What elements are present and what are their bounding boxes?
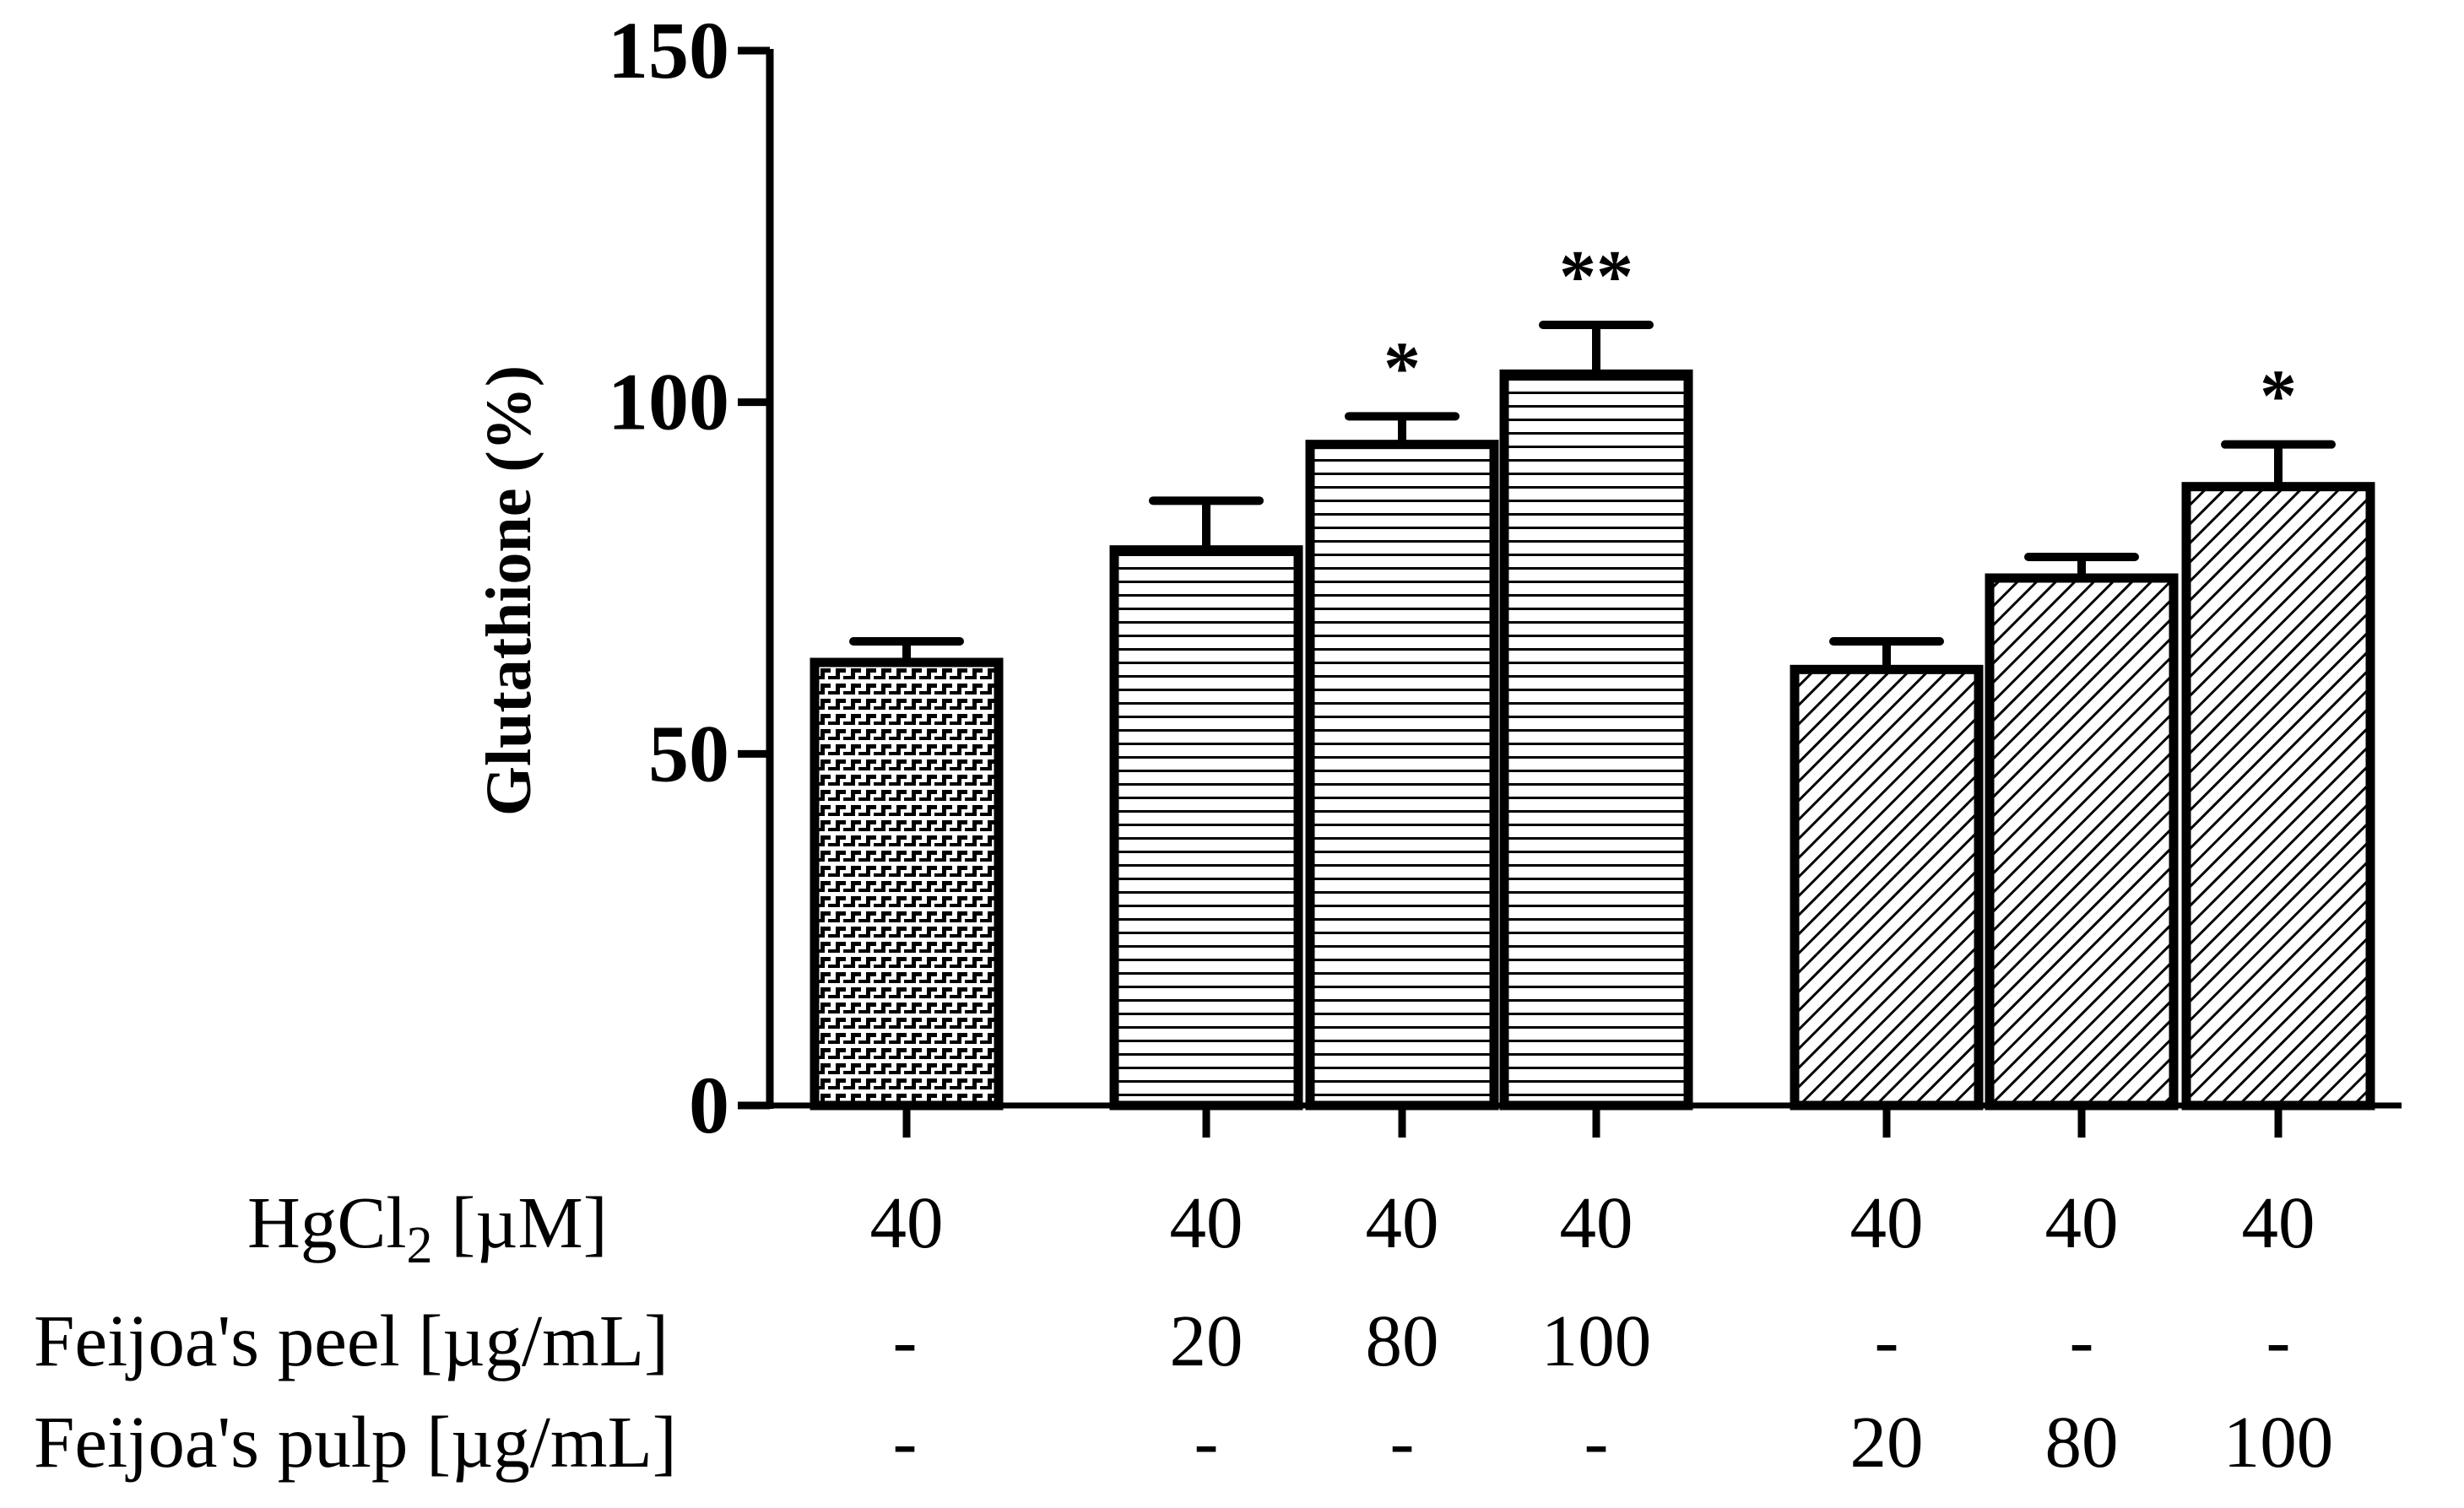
bar-group: * [2181, 356, 2375, 1111]
condition-value: 80 [1366, 1300, 1439, 1381]
bar [810, 657, 1004, 1111]
y-tick-label: 100 [608, 357, 729, 447]
condition-value: - [1584, 1401, 1609, 1483]
bar-group [1985, 553, 2179, 1111]
bar [1985, 573, 2179, 1111]
bar-group: * [1305, 327, 1499, 1111]
condition-value: 40 [1366, 1181, 1439, 1263]
bar [1305, 440, 1499, 1111]
y-tick-label: 50 [648, 708, 729, 798]
bars-group: **** [810, 236, 2375, 1111]
bar [2181, 482, 2375, 1111]
condition-value: 40 [2242, 1181, 2315, 1263]
significance-label: ** [1559, 236, 1633, 318]
condition-value: 40 [1170, 1181, 1243, 1263]
condition-value: - [893, 1300, 918, 1381]
condition-value: - [1875, 1300, 1899, 1381]
bar-group [1790, 637, 1984, 1111]
bar-group [1109, 496, 1303, 1111]
bar-group [810, 637, 1004, 1111]
row-label-pulp: Feijoa's pulp [µg/mL] [34, 1401, 677, 1483]
condition-value: 40 [870, 1181, 944, 1263]
condition-value: 100 [1541, 1300, 1652, 1381]
condition-value: 40 [2045, 1181, 2119, 1263]
condition-value: 40 [1560, 1181, 1633, 1263]
significance-label: * [2260, 356, 2297, 438]
condition-value: 80 [2045, 1401, 2119, 1483]
x-axis [770, 1102, 2402, 1138]
condition-value: 20 [1170, 1300, 1243, 1381]
condition-value: 100 [2223, 1401, 2334, 1483]
row-label-peel: Feijoa's peel [µg/mL] [34, 1300, 669, 1381]
y-tick-label: 0 [689, 1060, 729, 1150]
significance-label: * [1384, 327, 1421, 409]
bar [1109, 545, 1303, 1111]
y-axis: 0 50 100 150 [608, 5, 774, 1150]
condition-value: - [2266, 1300, 2291, 1381]
bar-group: ** [1499, 236, 1693, 1111]
y-axis-title: Glutathione (%) [474, 365, 544, 816]
condition-value: 20 [1850, 1401, 1924, 1483]
bar [1790, 664, 1984, 1111]
bar [1499, 369, 1693, 1111]
condition-value: - [1390, 1401, 1415, 1483]
condition-value: - [2070, 1300, 2094, 1381]
condition-value: 40 [1850, 1181, 1924, 1263]
condition-value: - [893, 1401, 918, 1483]
row-label-hgcl2: HgCl2 [µM] [247, 1181, 608, 1274]
y-tick-label: 150 [608, 5, 729, 95]
condition-value: - [1194, 1401, 1219, 1483]
conditions-table: 40 40 40 40 40 40 40 - 20 80 100 - - - - - - - 20 80 100 [870, 1181, 2334, 1483]
